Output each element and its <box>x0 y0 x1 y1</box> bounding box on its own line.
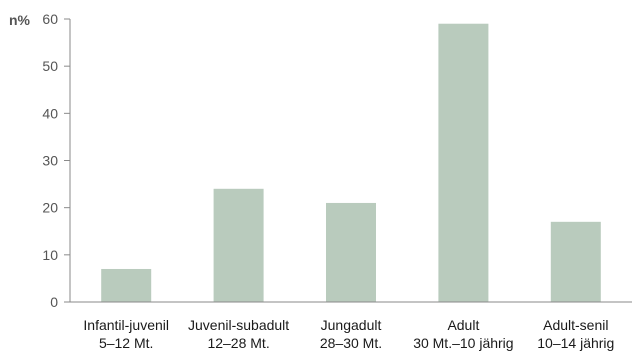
bars <box>101 23 601 302</box>
y-tick-label: 50 <box>42 58 58 74</box>
x-tick-label: Juvenil-subadult 12–28 Mt. <box>188 317 289 351</box>
category-labels: Infantil-juvenil 5–12 Mt. Juvenil-subadult… <box>83 317 614 351</box>
x-tick-label: Adult-senil 10–14 jährig <box>537 317 614 351</box>
bar <box>326 202 376 302</box>
bar <box>213 188 264 302</box>
y-tick-label: 20 <box>42 200 58 216</box>
x-tick-label: Jungadult 28–30 Mt. <box>320 317 382 351</box>
y-tick-label: 40 <box>42 105 58 121</box>
bar <box>438 23 489 302</box>
bar <box>550 221 601 302</box>
y-tick-label: 10 <box>42 247 58 263</box>
y-axis-label: n% <box>9 12 31 28</box>
y-axis-ticks: 0 10 20 30 40 50 60 <box>42 11 71 310</box>
x-tick-label: Adult 30 Mt.–10 jährig <box>413 317 513 351</box>
x-tick-label: Infantil-juvenil 5–12 Mt. <box>83 317 169 351</box>
bar <box>101 268 152 302</box>
y-tick-label: 0 <box>50 294 58 310</box>
y-tick-label: 60 <box>42 11 58 27</box>
y-tick-label: 30 <box>42 153 58 169</box>
